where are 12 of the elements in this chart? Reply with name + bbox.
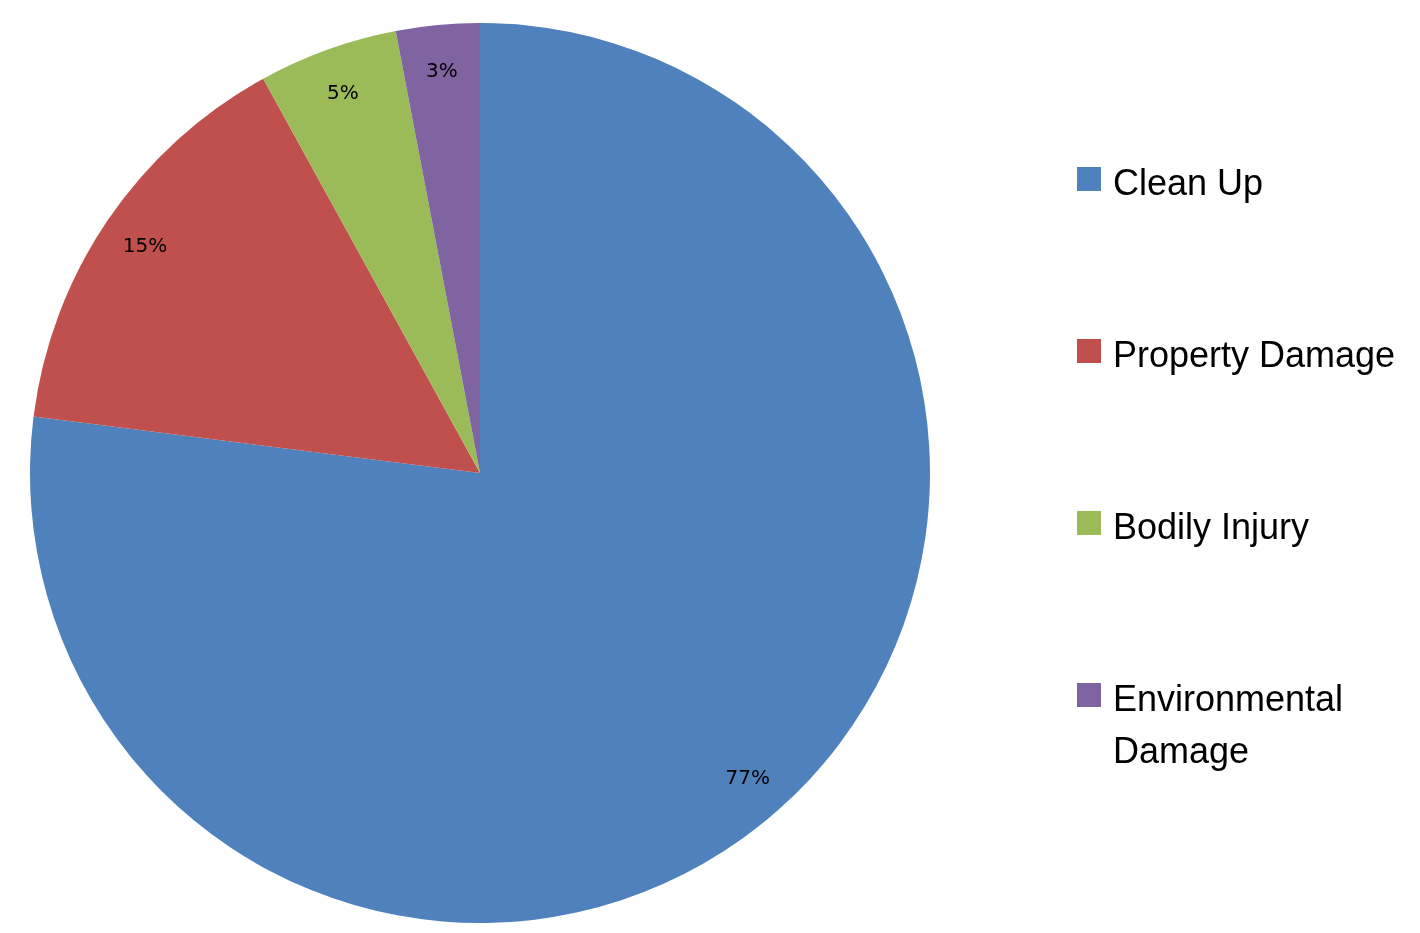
data-label: 5% — [326, 79, 359, 104]
legend-label: Bodily Injury — [1113, 504, 1311, 549]
pie-slice — [33, 78, 480, 473]
legend-label: Property Damage — [1113, 332, 1397, 377]
pie-slice — [263, 30, 480, 473]
data-label: 77% — [725, 764, 771, 789]
legend-label: Clean Up — [1113, 160, 1265, 205]
data-label: 15% — [122, 233, 168, 258]
data-label: 3% — [426, 57, 458, 82]
pie-slice — [30, 23, 930, 923]
pie-slice — [395, 23, 480, 473]
legend-label: Environmental Damage — [1113, 676, 1345, 773]
